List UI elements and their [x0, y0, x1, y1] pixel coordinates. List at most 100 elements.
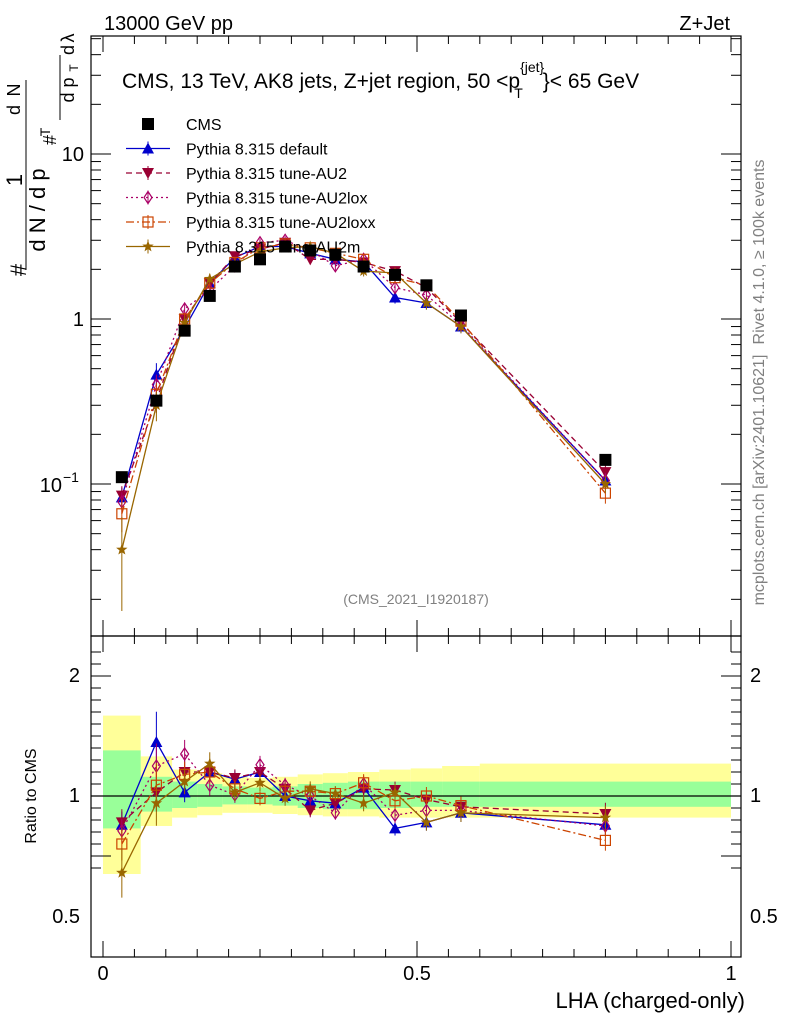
series-2 — [115, 237, 612, 507]
ratio-line-2 — [121, 771, 606, 823]
legend-label-3: Pythia 8.315 tune-AU2lox — [186, 191, 367, 208]
legend-entry-3: Pythia 8.315 tune-AU2lox — [126, 190, 367, 208]
svg-text:λ: λ — [58, 34, 78, 43]
series-1 — [115, 240, 612, 509]
ratio-y-tick-0p5: 0.5 — [52, 906, 80, 928]
ratio-point-5-0 — [116, 866, 128, 878]
legend-entry-1: Pythia 8.315 default — [126, 141, 328, 159]
point-5-3 — [204, 272, 216, 284]
chart-title: CMS, 13 TeV, AK8 jets, Z+jet region, 50 … — [122, 59, 639, 101]
ratio-y-tick-2-right: 2 — [750, 665, 761, 687]
ratio-point-5-8 — [329, 787, 342, 799]
ratio-point-5-12 — [455, 806, 467, 818]
legend-label-2: Pythia 8.315 tune-AU2 — [186, 166, 347, 183]
point-5-12 — [455, 320, 467, 332]
analysis-id: (CMS_2021_I1920187) — [343, 591, 489, 607]
y-tick-label-0p1: 10 −1 — [40, 469, 79, 497]
svg-text:1: 1 — [2, 174, 27, 186]
series-line-1 — [121, 245, 606, 498]
ratio-plot-data — [115, 711, 612, 898]
point-5-5 — [254, 245, 266, 257]
ratio-point-5-9 — [357, 797, 370, 809]
point-3-8 — [330, 258, 341, 273]
cms-point-3 — [203, 289, 216, 302]
legend-entry-2: Pythia 8.315 tune-AU2 — [126, 166, 347, 183]
ratio-y-tick-2: 2 — [69, 665, 80, 687]
process-label: Z+Jet — [679, 13, 730, 35]
series-line-4 — [121, 243, 606, 514]
ratio-point-1-1 — [150, 736, 163, 747]
svg-text:d p: d p — [58, 77, 78, 102]
legend-entry-4: Pythia 8.315 tune-AU2loxx — [126, 215, 375, 232]
svg-text:#: # — [40, 135, 60, 145]
cms-point-13 — [599, 453, 612, 466]
legend-label-0: CMS — [186, 117, 222, 134]
cms-point-1 — [150, 394, 163, 407]
ratio-y-tick-1-right: 1 — [750, 785, 761, 807]
band-green-13 — [479, 781, 731, 807]
svg-text:T: T — [37, 127, 53, 136]
energy-label: 13000 GeV pp — [104, 13, 233, 35]
svg-text:−1: −1 — [63, 469, 79, 485]
ratio-point-3-8 — [330, 805, 341, 820]
ratio-point-3-2 — [179, 746, 190, 762]
series-line-2 — [121, 241, 606, 496]
series-line-3 — [121, 239, 606, 502]
cms-point-0 — [115, 471, 128, 484]
point-1-10 — [389, 291, 402, 303]
ratio-point-5-13 — [599, 811, 612, 823]
svg-text:#: # — [6, 263, 31, 276]
ratio-point-5-6 — [279, 792, 291, 804]
legend-marker-0 — [142, 118, 154, 130]
point-3-10 — [390, 280, 400, 295]
ratio-point-3-7 — [305, 788, 315, 804]
ratio-point-1-10 — [389, 822, 402, 834]
legend-marker-2 — [142, 168, 154, 179]
legend-entry-0: CMS — [142, 117, 222, 134]
ratio-y-tick-1: 1 — [69, 785, 80, 807]
x-axis-label: LHA (charged-only) — [555, 988, 745, 1013]
legend-marker-3 — [143, 190, 153, 205]
mcplots-label: mcplots.cern.ch [arXiv:2401.10621] — [751, 355, 768, 606]
point-2-7 — [304, 254, 317, 266]
svg-text:d: d — [58, 45, 78, 55]
point-2-13 — [599, 467, 612, 479]
ratio-point-4-11 — [420, 790, 433, 802]
point-5-2 — [178, 316, 191, 328]
ratio-point-5-3 — [204, 757, 216, 769]
ratio-point-5-7 — [304, 782, 316, 794]
series-0 — [115, 240, 612, 484]
ratio-point-5-10 — [389, 786, 401, 798]
main-plot-data — [115, 233, 612, 611]
legend-label-4: Pythia 8.315 tune-AU2loxx — [186, 215, 375, 232]
ratio-point-4-13 — [599, 834, 612, 847]
cms-point-9 — [357, 260, 370, 273]
y-tick-label-1: 1 — [73, 309, 84, 331]
legend-marker-5 — [142, 240, 154, 252]
ratio-series-5 — [116, 752, 612, 898]
cms-point-8 — [329, 248, 342, 261]
legend-label-1: Pythia 8.315 default — [186, 142, 328, 159]
point-2-4 — [228, 251, 241, 263]
ratio-point-3-10 — [390, 808, 400, 823]
svg-text:T: T — [67, 64, 81, 72]
ratio-point-3-5 — [255, 757, 265, 772]
ratio-y-axis-label: Ratio to CMS — [23, 748, 40, 843]
ratio-point-4-9 — [358, 777, 370, 789]
ratio-point-5-5 — [254, 776, 266, 788]
cms-point-11 — [420, 279, 433, 292]
ratio-line-5 — [121, 762, 606, 874]
cms-point-7 — [304, 244, 317, 257]
ratio-point-5-1 — [150, 797, 163, 809]
axis-ticks — [91, 36, 741, 957]
ratio-point-2-4 — [228, 773, 241, 784]
ratio-point-3-3 — [205, 778, 215, 793]
legend: CMS Pythia 8.315 default Pythia 8.315 tune… — [126, 117, 375, 257]
ratio-line-1 — [121, 740, 606, 830]
ratio-point-5-4 — [229, 786, 241, 798]
ratio-y-tick-0p5-right: 0.5 — [750, 906, 778, 928]
legend-label-5: Pythia 8.315 tune-AU2m — [186, 240, 360, 257]
ratio-point-5-2 — [178, 775, 191, 787]
svg-text:10: 10 — [40, 475, 62, 497]
